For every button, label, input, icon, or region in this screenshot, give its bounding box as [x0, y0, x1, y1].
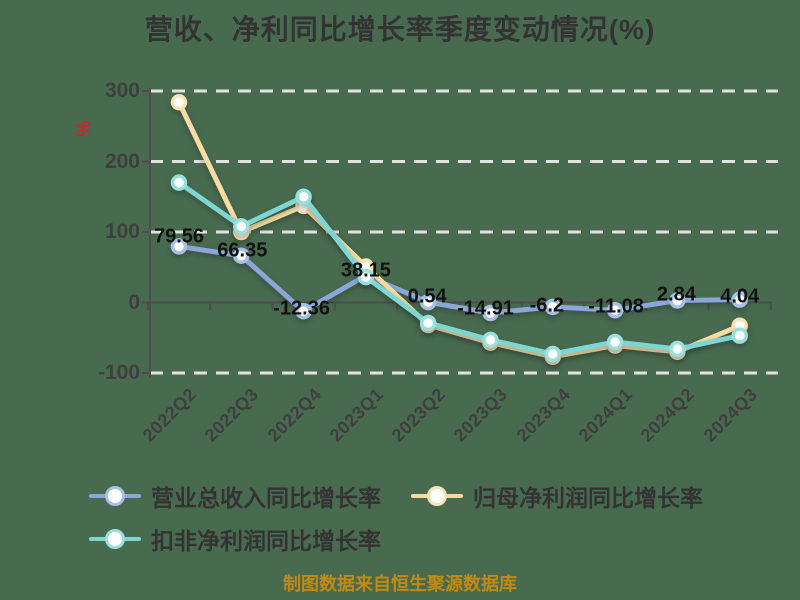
legend-label: 归母净利润同比增长率	[473, 485, 703, 511]
legend-item-deducted-net-profit-growth[interactable]: 扣非净利润同比增长率	[89, 522, 381, 556]
y-axis-label: 200	[104, 149, 140, 173]
data-point[interactable]	[233, 218, 250, 235]
data-point-label: -12.36	[273, 297, 330, 320]
data-point[interactable]	[482, 331, 499, 349]
data-point[interactable]	[233, 247, 250, 264]
chart-title: 营收、净利同比增长率季度变动情况(%)	[144, 14, 656, 45]
data-point[interactable]	[606, 333, 624, 351]
data-point[interactable]	[606, 302, 624, 319]
legend-item-net-profit-growth[interactable]: 归母净利润同比增长率	[411, 479, 703, 513]
legend-item-revenue-growth[interactable]: 营业总收入同比增长率	[89, 479, 381, 513]
data-point[interactable]	[170, 174, 188, 191]
legend-marker-blue	[89, 483, 141, 509]
y-axis-label: 0	[128, 290, 140, 314]
data-point-label: -14.91	[457, 297, 514, 320]
data-point[interactable]	[731, 291, 748, 308]
data-point[interactable]	[669, 292, 686, 309]
series-line	[176, 243, 743, 316]
data-point-label: 2.84	[656, 283, 696, 306]
data-point-label: -11.08	[588, 295, 644, 318]
legend-label: 营业总收入同比增长率	[151, 485, 381, 511]
legend-label: 扣非净利润同比增长率	[151, 528, 381, 554]
data-source-note: 制图数据来自恒生聚源数据库	[283, 574, 517, 594]
y-axis-label: 300	[104, 79, 140, 102]
data-point-label: 4.04	[720, 285, 760, 308]
data-point-label: -6.2	[529, 294, 565, 317]
y-axis-label: 100	[104, 220, 140, 243]
data-point[interactable]	[419, 314, 437, 332]
data-point[interactable]	[731, 327, 748, 344]
series-0	[170, 238, 748, 322]
data-point[interactable]	[170, 94, 188, 111]
data-point[interactable]	[295, 302, 312, 320]
data-point-label: 38.15	[340, 259, 391, 282]
legend-marker-orange	[411, 483, 463, 509]
series-1	[170, 94, 748, 366]
data-point-label: 79.56	[153, 225, 205, 248]
legend-marker-teal	[89, 526, 141, 552]
series-2	[170, 174, 748, 363]
y-axis-label: -100	[97, 361, 140, 384]
data-point[interactable]	[669, 340, 686, 358]
series-line	[176, 180, 743, 357]
data-point[interactable]	[419, 293, 437, 311]
data-point[interactable]	[482, 304, 499, 322]
data-point[interactable]	[544, 298, 562, 316]
data-point[interactable]	[357, 268, 375, 286]
data-point[interactable]	[295, 188, 312, 205]
data-point-label: 66.35	[217, 239, 268, 262]
data-point[interactable]	[544, 345, 562, 363]
data-point-label: 0.54	[407, 285, 447, 308]
data-point[interactable]	[170, 238, 188, 255]
